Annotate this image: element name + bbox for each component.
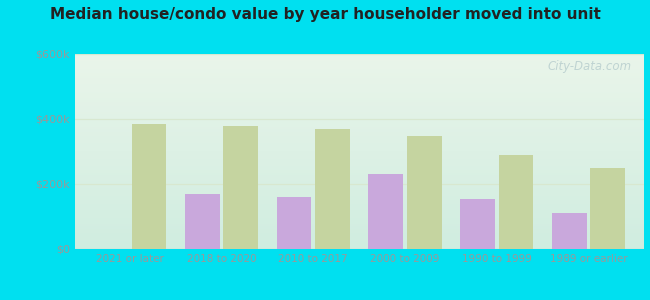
- Bar: [276, 197, 311, 249]
- Bar: [552, 213, 586, 249]
- Bar: [590, 168, 625, 249]
- Bar: [185, 194, 220, 249]
- Bar: [315, 129, 350, 249]
- Bar: [369, 174, 403, 249]
- Bar: [132, 124, 166, 249]
- Text: City-Data.com: City-Data.com: [548, 60, 632, 73]
- Bar: [407, 136, 442, 249]
- Text: Median house/condo value by year householder moved into unit: Median house/condo value by year househo…: [49, 8, 601, 22]
- Bar: [460, 199, 495, 249]
- Bar: [499, 155, 534, 249]
- Bar: [224, 126, 258, 249]
